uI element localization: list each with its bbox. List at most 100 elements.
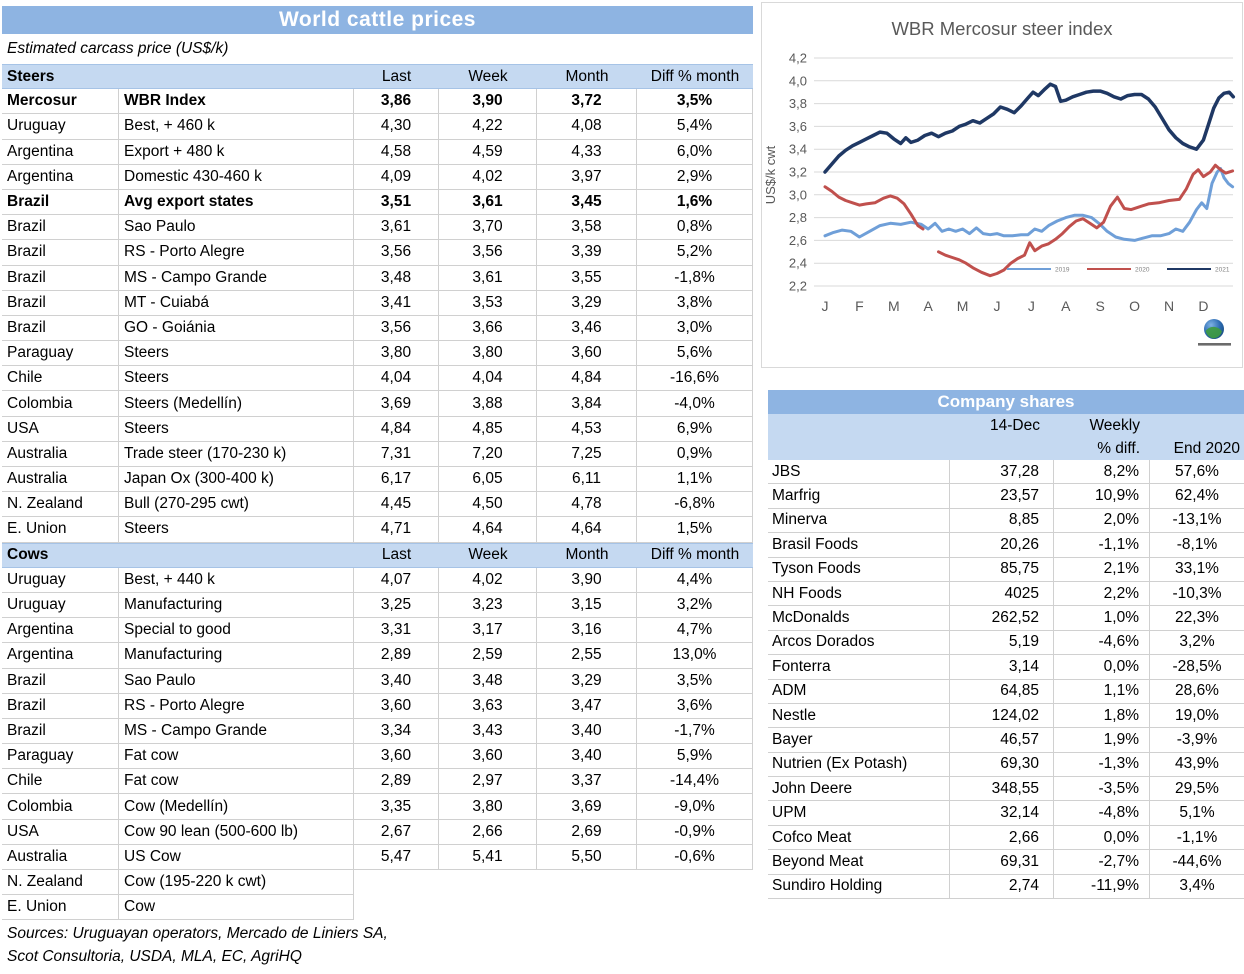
price-cell: 3,14 xyxy=(950,655,1054,680)
country-cell: Brazil xyxy=(2,668,119,694)
description-cell: WBR Index xyxy=(119,89,354,115)
end-2020-cell: -8,1% xyxy=(1150,533,1244,558)
value-cell: 3,56 xyxy=(354,315,439,342)
description-cell: Sao Paulo xyxy=(119,668,354,694)
legend-label-2019: 2019 xyxy=(1055,267,1070,274)
value-cell: 3,90 xyxy=(537,567,637,593)
value-cell: 3,48 xyxy=(439,668,537,694)
x-tick-label: J xyxy=(822,298,829,314)
series-2020-line xyxy=(823,185,925,231)
sources-line-2: Scot Consultoria, USDA, MLA, EC, AgriHQ xyxy=(7,948,302,966)
value-cell: 1,5% xyxy=(637,517,753,543)
value-cell: 4,84 xyxy=(537,366,637,392)
country-cell: Uruguay xyxy=(2,592,119,619)
value-cell: 3,43 xyxy=(439,718,537,745)
value-cell: -0,6% xyxy=(637,844,753,870)
country-cell: Brazil xyxy=(2,290,119,316)
value-cell: 4,85 xyxy=(439,416,537,442)
value-cell: 3,60 xyxy=(439,744,537,770)
value-cell: 3,47 xyxy=(537,693,637,719)
value-cell: 4,22 xyxy=(439,114,537,140)
steer-index-chart-panel: WBR Mercosur steer index 2,2 2,4 2,6 2,8 3,0 3… xyxy=(761,2,1243,368)
end-2020-cell: 33,1% xyxy=(1150,558,1244,582)
y-tick-label: 3,2 xyxy=(789,165,807,180)
weekly-diff-cell: 1,9% xyxy=(1054,728,1150,753)
value-cell: 3,90 xyxy=(439,89,537,115)
value-cell: 7,20 xyxy=(439,441,537,467)
table-row: Brazil Sao Paulo 3,40 3,48 3,29 3,5% xyxy=(2,668,753,694)
value-cell xyxy=(439,895,537,920)
value-cell: 4,04 xyxy=(354,366,439,392)
column-header-month: Month xyxy=(565,546,609,564)
company-name-cell: Minerva xyxy=(768,508,950,534)
value-cell: 4,30 xyxy=(354,114,439,140)
country-cell: Australia xyxy=(2,844,119,870)
value-cell: 1,6% xyxy=(637,189,753,216)
value-cell xyxy=(637,895,753,920)
table-row: Fonterra 3,14 0,0% -28,5% xyxy=(768,655,1244,680)
x-tick-label: A xyxy=(1061,298,1071,314)
end-2020-cell: 19,0% xyxy=(1150,704,1244,729)
table-row: Australia US Cow 5,47 5,41 5,50 -0,6% xyxy=(2,844,753,870)
country-cell: Colombia xyxy=(2,794,119,820)
end-2020-cell: -13,1% xyxy=(1150,509,1244,534)
table-row: Brazil RS - Porto Alegre 3,56 3,56 3,39 5,2% xyxy=(2,240,753,266)
price-cell: 124,02 xyxy=(950,703,1054,729)
value-cell: 6,11 xyxy=(537,467,637,493)
value-cell: 3,29 xyxy=(537,290,637,316)
description-cell: GO - Goiánia xyxy=(119,315,354,342)
value-cell: 3,86 xyxy=(354,89,439,115)
country-cell: Uruguay xyxy=(2,567,119,593)
value-cell: 2,55 xyxy=(537,643,637,669)
table-row: Chile Steers 4,04 4,04 4,84 -16,6% xyxy=(2,366,753,392)
x-tick-label: M xyxy=(957,298,969,314)
company-name-cell: Nestle xyxy=(768,703,950,729)
value-cell: 3,97 xyxy=(537,164,637,190)
value-cell: 3,80 xyxy=(354,341,439,367)
value-cell: 3,61 xyxy=(439,189,537,216)
description-cell: Fat cow xyxy=(119,744,354,770)
value-cell: 3,15 xyxy=(537,592,637,619)
table-row: Cofco Meat 2,66 0,0% -1,1% xyxy=(768,825,1244,851)
country-cell: Paraguay xyxy=(2,341,119,367)
value-cell: 3,5% xyxy=(637,89,753,115)
value-cell: 4,59 xyxy=(439,139,537,165)
table-row: John Deere 348,55 -3,5% 29,5% xyxy=(768,777,1244,802)
weekly-diff-cell: 1,0% xyxy=(1054,606,1150,631)
value-cell: 1,1% xyxy=(637,467,753,493)
value-cell: -4,0% xyxy=(637,391,753,417)
y-tick-label: 3,0 xyxy=(789,187,807,202)
table-row: UPM 32,14 -4,8% 5,1% xyxy=(768,801,1244,826)
value-cell: 0,8% xyxy=(637,215,753,241)
value-cell: -14,4% xyxy=(637,769,753,795)
table-row: Argentina Export + 480 k 4,58 4,59 4,33 6,0% xyxy=(2,139,753,165)
series-2019-line xyxy=(823,167,1235,242)
column-header-month: Month xyxy=(565,67,609,85)
header-date: 14-Dec xyxy=(990,416,1040,434)
series-2020-line xyxy=(937,163,1235,278)
company-name-cell: Beyond Meat xyxy=(768,850,950,875)
description-cell: Japan Ox (300-400 k) xyxy=(119,467,354,493)
value-cell: 3,58 xyxy=(537,215,637,241)
end-2020-cell: 3,2% xyxy=(1150,631,1244,656)
weekly-diff-cell: -4,8% xyxy=(1054,801,1150,826)
value-cell: 3,56 xyxy=(439,240,537,266)
end-2020-cell: 5,1% xyxy=(1150,801,1244,826)
value-cell: -1,8% xyxy=(637,265,753,291)
header-weekly-pct: % diff. xyxy=(1097,439,1140,457)
y-tick-label: 3,6 xyxy=(789,119,807,134)
table-row: Argentina Manufacturing 2,89 2,59 2,55 13,0% xyxy=(2,643,753,669)
description-cell: Steers xyxy=(119,416,354,442)
description-cell: Trade steer (170-230 k) xyxy=(119,441,354,467)
column-header-last: Last xyxy=(381,546,412,564)
company-name-cell: McDonalds xyxy=(768,606,950,631)
table-row: Mercosur WBR Index 3,86 3,90 3,72 3,5% xyxy=(2,89,753,115)
company-name-cell: NH Foods xyxy=(768,581,950,607)
value-cell: 3,88 xyxy=(439,391,537,417)
description-cell: Manufacturing xyxy=(119,592,354,619)
company-name-cell: Brasil Foods xyxy=(768,533,950,558)
y-tick-label: 2,4 xyxy=(789,256,807,271)
column-header-week: Week xyxy=(468,67,508,85)
value-cell: -16,6% xyxy=(637,366,753,392)
price-cell: 69,30 xyxy=(950,752,1054,778)
